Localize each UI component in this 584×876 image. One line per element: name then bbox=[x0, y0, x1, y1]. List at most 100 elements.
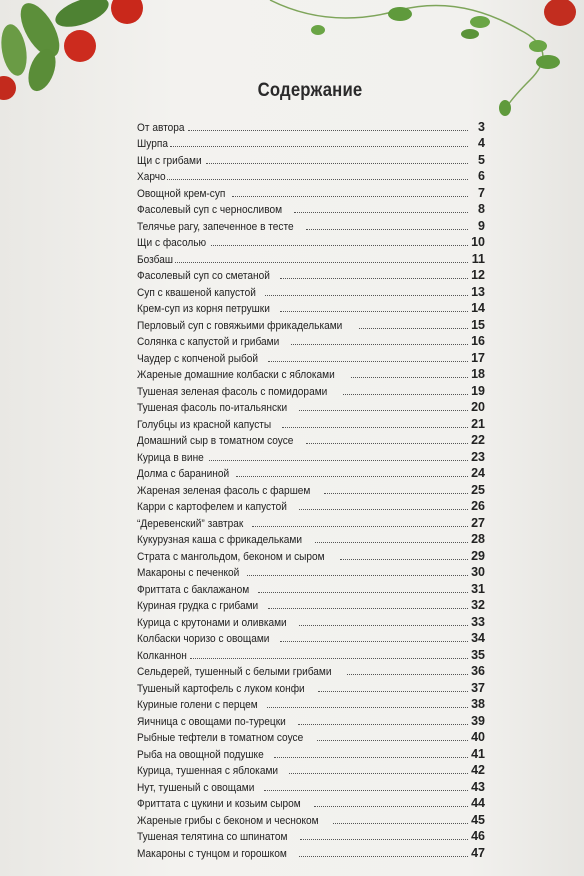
dot-leader bbox=[263, 789, 468, 791]
dot-leader bbox=[236, 476, 468, 477]
toc-entry: Яичница с овощами по-турецки 39 bbox=[137, 711, 485, 728]
toc-entry: Тушеная телятина со шпинатом 46 bbox=[137, 827, 485, 843]
toc-entry: От автора 3 bbox=[137, 117, 485, 134]
page-number: 3 bbox=[478, 119, 485, 134]
dot-leader bbox=[265, 294, 468, 296]
dot-leader bbox=[339, 558, 468, 560]
dot-leader bbox=[280, 278, 468, 279]
dot-leader bbox=[314, 806, 468, 807]
toc-entry: Крем-суп из корня петрушки 14 bbox=[137, 299, 485, 315]
dot-leader bbox=[169, 146, 468, 147]
entry-title: Курица, тушенная с яблоками bbox=[137, 765, 279, 777]
dot-leader bbox=[298, 855, 468, 857]
page-number: 41 bbox=[471, 746, 485, 761]
dot-leader bbox=[289, 773, 468, 774]
page-number: 7 bbox=[478, 185, 485, 200]
entry-title: Домашний сыр в томатном соусе bbox=[137, 435, 294, 447]
entry-title: Фриттата с баклажаном bbox=[137, 583, 250, 596]
dot-leader bbox=[187, 129, 468, 131]
toc-entry: Страта с мангольдом, беконом и сыром 29 bbox=[137, 546, 485, 563]
page-number: 44 bbox=[471, 796, 485, 810]
dot-leader bbox=[273, 756, 468, 758]
page-number: 21 bbox=[471, 416, 485, 431]
toc-entry: Рыбные тефтели в томатном соусе 40 bbox=[137, 728, 485, 744]
toc-entry: Суп с квашеной капустой 13 bbox=[137, 282, 485, 299]
dot-leader bbox=[232, 195, 468, 197]
toc-entry: Харчо 6 bbox=[137, 167, 485, 183]
toc-entry: Сельдерей, тушенный с белыми грибами 36 bbox=[137, 662, 485, 678]
page-number: 22 bbox=[471, 433, 485, 447]
toc-entry: Жареные домашние колбаски с яблоками 18 bbox=[137, 365, 485, 381]
toc-entry: Солянка с капустой и грибами 16 bbox=[137, 332, 485, 348]
dot-leader bbox=[247, 575, 468, 576]
toc-entry: Телячье рагу, запеченное в тесте 9 bbox=[137, 216, 485, 233]
page-number: 35 bbox=[471, 647, 485, 662]
dot-leader bbox=[281, 426, 468, 428]
dot-leader bbox=[267, 608, 468, 609]
toc-entry: Перловый суп с говяжьими фрикадельками 15 bbox=[137, 315, 485, 332]
toc-entry: Кукурузная каша с фрикадельками 28 bbox=[137, 530, 485, 546]
entry-title: Куриная грудка с грибами bbox=[137, 600, 259, 612]
page-number: 29 bbox=[471, 548, 485, 563]
entry-title: Фриттата с цукини и козьим сыром bbox=[137, 798, 301, 810]
entry-title: Куриные голени с перцем bbox=[137, 699, 258, 711]
toc-entry: Жареные грибы с беконом и чесноком 45 bbox=[137, 810, 485, 827]
entry-title: Щи с фасолью bbox=[137, 237, 207, 249]
dot-leader bbox=[299, 410, 468, 411]
toc-entry: Куриные голени с перцем 38 bbox=[137, 695, 485, 711]
toc-entry: Щи с фасолью 10 bbox=[137, 233, 485, 249]
page-number: 13 bbox=[471, 284, 485, 299]
entry-title: Телячье рагу, запеченное в тесте bbox=[137, 220, 294, 233]
page-number: 11 bbox=[471, 251, 485, 266]
toc-title: Содержание bbox=[257, 80, 363, 101]
dot-leader bbox=[359, 327, 468, 329]
dot-leader bbox=[298, 624, 468, 626]
toc-entry: Тушеный картофель с луком конфи 37 bbox=[137, 678, 485, 695]
dot-leader bbox=[297, 723, 468, 725]
toc-entry: Макароны с печенкой 30 bbox=[137, 563, 485, 579]
page-number: 15 bbox=[471, 317, 485, 332]
entry-title: Перловый суп с говяжьими фрикадельками bbox=[137, 319, 343, 332]
entry-title: Суп с квашеной капустой bbox=[137, 286, 256, 299]
entry-title: Крем-суп из корня петрушки bbox=[137, 303, 270, 315]
toc-entry: Бозбаш 11 bbox=[137, 249, 485, 266]
dot-leader bbox=[280, 311, 468, 312]
toc-entry: Колканнон 35 bbox=[137, 645, 485, 662]
toc-entry: Тушеная зеленая фасоль с помидорами 19 bbox=[137, 381, 485, 398]
page-number: 14 bbox=[471, 301, 485, 315]
page-number: 8 bbox=[478, 202, 485, 216]
toc-entry: Фриттата с баклажаном 31 bbox=[137, 579, 485, 596]
page-number: 42 bbox=[471, 763, 485, 777]
page-number: 46 bbox=[471, 829, 485, 843]
dot-leader bbox=[306, 443, 468, 444]
dot-leader bbox=[324, 492, 468, 494]
entry-title: Тушеная зеленая фасоль с помидорами bbox=[137, 385, 328, 398]
entry-title: Жареные грибы с беконом и чесноком bbox=[137, 814, 319, 827]
dot-leader bbox=[342, 393, 468, 395]
dot-leader bbox=[316, 740, 468, 741]
entry-title: Голубцы из красной капусты bbox=[137, 418, 272, 431]
page-number: 20 bbox=[471, 400, 485, 414]
decoration bbox=[0, 0, 576, 116]
toc-entry: Жареная зеленая фасоль с фаршем 25 bbox=[137, 480, 485, 497]
page-number: 33 bbox=[471, 614, 485, 629]
page-number: 27 bbox=[471, 515, 485, 530]
toc-entry: Фриттата с цукини и козьим сыром 44 bbox=[137, 794, 485, 810]
entry-title: Фасолевый суп с черносливом bbox=[137, 204, 283, 216]
page-number: 37 bbox=[471, 680, 485, 695]
toc-entry: Нут, тушеный с овощами 43 bbox=[137, 777, 485, 794]
entry-title: Бозбаш bbox=[137, 253, 173, 266]
entry-title: Тушеная телятина со шпинатом bbox=[137, 831, 288, 843]
entry-title: “Деревенский” завтрак bbox=[137, 517, 244, 530]
page-number: 34 bbox=[471, 631, 485, 645]
page-number: 39 bbox=[471, 713, 485, 728]
dot-leader bbox=[351, 377, 468, 378]
toc-entry: Чаудер с копченой рыбой 17 bbox=[137, 348, 485, 365]
dot-leader bbox=[251, 525, 468, 527]
dot-leader bbox=[190, 657, 468, 659]
page-number: 36 bbox=[471, 664, 485, 678]
dot-leader bbox=[257, 591, 468, 593]
entry-title: Тушеная фасоль по-итальянски bbox=[137, 402, 288, 414]
toc-entry: “Деревенский” завтрак 27 bbox=[137, 513, 485, 530]
entry-title: Макароны с печенкой bbox=[137, 567, 240, 579]
